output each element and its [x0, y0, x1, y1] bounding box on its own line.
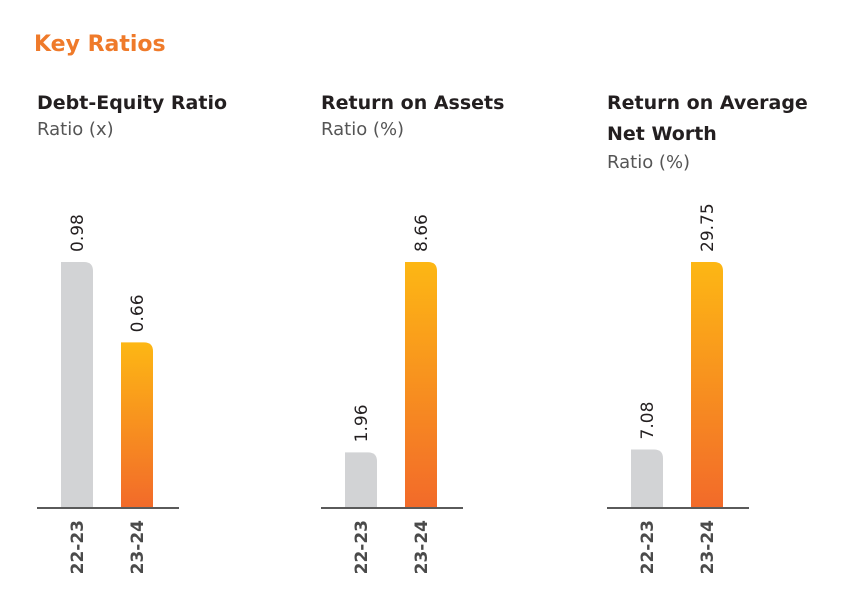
bar-chart-debt-equity: 0.98 22-23 0.66 23-24	[37, 214, 179, 575]
page-title: Key Ratios	[34, 32, 166, 57]
bar-23-24	[405, 262, 437, 508]
category-label: 22-23	[68, 520, 88, 574]
bar-22-23	[631, 449, 663, 508]
chart-subtitle: Ratio (%)	[321, 119, 405, 140]
bar-22-23	[345, 452, 377, 508]
chart-title: Return on Average Net Worth	[607, 92, 808, 145]
category-label: 23-24	[412, 520, 432, 575]
value-label: 8.66	[412, 214, 432, 252]
bar-23-24	[691, 262, 723, 508]
chart-panel-debt-equity: Debt-Equity Ratio Ratio (x) 0.98 22-23 0.6…	[37, 0, 287, 606]
chart-subtitle: Ratio (x)	[37, 119, 114, 140]
category-label: 23-24	[128, 520, 148, 575]
value-label: 1.96	[352, 404, 372, 442]
bar-chart-return-on-net-worth: 7.08 22-23 29.75 23-24	[607, 203, 749, 575]
value-label: 7.08	[638, 402, 658, 440]
category-label: 23-24	[698, 520, 718, 575]
chart-title: Debt-Equity Ratio	[37, 92, 228, 114]
chart-title: Return on Assets	[321, 92, 505, 114]
chart-panel-return-on-net-worth: Return on Average Net Worth Ratio (%) 7.…	[607, 0, 857, 606]
category-label: 22-23	[352, 520, 372, 574]
bar-22-23	[61, 262, 93, 508]
category-label: 22-23	[638, 520, 658, 574]
value-label: 29.75	[698, 203, 718, 252]
bar-23-24	[121, 342, 153, 508]
bar-chart-return-on-assets: 1.96 22-23 8.66 23-24	[321, 214, 463, 575]
value-label: 0.98	[68, 214, 88, 252]
chart-panel-return-on-assets: Return on Assets Ratio (%) 1.96 22-23 8.66…	[321, 0, 571, 606]
chart-subtitle: Ratio (%)	[607, 152, 691, 173]
value-label: 0.66	[128, 294, 148, 332]
